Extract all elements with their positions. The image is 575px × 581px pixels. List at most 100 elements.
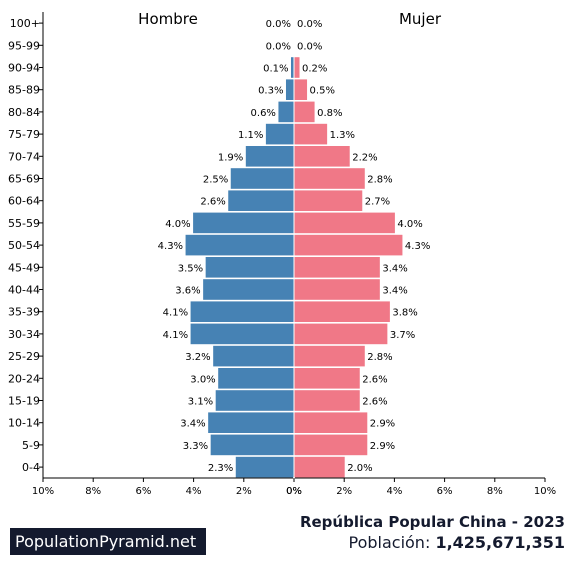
x-tick-label-right: 0% [286,486,302,497]
y-tick-label: 0-4 [22,461,40,474]
female-data-label: 0.2% [302,64,327,75]
male-bar [228,190,294,211]
x-tick-label-left: 0% [286,486,302,497]
male-bar [213,345,294,367]
female-bar [294,79,308,100]
y-tick-label: 95-99 [8,39,40,52]
male-bar [190,323,294,345]
y-tick-label: 5-9 [22,439,40,452]
female-data-label: 2.9% [370,441,395,452]
chart-title: República Popular China - 2023 [299,513,565,531]
female-data-label: 2.6% [362,374,387,385]
male-data-label: 0.6% [251,108,276,119]
male-bar [235,456,294,478]
male-bar [190,301,294,322]
male-bar [230,168,294,189]
y-tick-label: 70-74 [8,150,40,163]
male-bar [185,234,294,256]
female-bar [294,345,365,367]
female-data-label: 0.0% [297,19,322,30]
y-tick-label: 15-19 [8,395,40,408]
male-bar [215,390,294,411]
female-series-label: Mujer [399,10,442,28]
male-data-label: 2.6% [200,197,225,208]
female-bar [294,301,390,322]
y-tick-label: 25-29 [8,350,40,363]
male-data-label: 3.3% [183,441,208,452]
y-tick-label: 10-14 [8,417,40,430]
male-bar [265,123,294,145]
male-data-label: 4.1% [163,330,188,341]
male-bar [285,79,294,100]
male-data-label: 4.0% [165,219,190,230]
female-data-label: 2.8% [367,175,392,186]
female-bar [294,123,328,145]
male-bar [290,57,294,78]
female-data-label: 4.0% [397,219,422,230]
x-tick-label-left: 6% [135,486,151,497]
y-tick-label: 80-84 [8,106,40,119]
female-data-label: 2.7% [365,197,390,208]
male-bar [205,257,294,278]
male-data-label: 2.3% [208,463,233,474]
y-tick-label: 100+ [10,17,40,30]
x-tick-label-left: 2% [236,486,252,497]
male-data-label: 1.9% [218,152,243,163]
female-data-label: 0.0% [297,41,322,52]
male-data-label: 2.5% [203,175,228,186]
male-bar [193,212,294,234]
x-tick-label-right: 8% [487,486,503,497]
female-data-label: 2.8% [367,352,392,363]
female-data-label: 2.2% [352,152,377,163]
y-tick-label: 75-79 [8,128,40,141]
y-tick-label: 90-94 [8,62,40,75]
y-tick-label: 45-49 [8,261,40,274]
female-bar [294,390,360,411]
male-data-label: 3.4% [180,419,205,430]
male-data-label: 4.1% [163,308,188,319]
x-tick-label-right: 2% [336,486,352,497]
female-bar [294,456,345,478]
female-bar [294,368,360,389]
x-tick-label-right: 6% [437,486,453,497]
female-bar [294,212,395,234]
y-tick-label: 20-24 [8,372,40,385]
male-data-label: 3.1% [188,397,213,408]
female-data-label: 3.4% [382,263,407,274]
x-tick-label-left: 4% [186,486,202,497]
y-tick-label: 30-34 [8,328,40,341]
female-data-label: 3.4% [382,286,407,297]
y-tick-label: 85-89 [8,84,40,97]
female-bar [294,101,315,123]
female-bar [294,190,363,211]
female-data-label: 3.8% [392,308,417,319]
female-data-label: 4.3% [405,241,430,252]
y-tick-label: 40-44 [8,284,40,297]
female-bar [294,146,350,167]
male-series-label: Hombre [138,10,198,28]
female-bar [294,168,365,189]
population-value: 1,425,671,351 [435,533,565,552]
male-data-label: 0.0% [266,41,291,52]
y-tick-label: 50-54 [8,239,40,252]
female-bar [294,323,388,345]
y-tick-label: 55-59 [8,217,40,230]
brand-label[interactable]: PopulationPyramid.net [10,528,206,555]
female-data-label: 2.0% [347,463,372,474]
male-data-label: 3.2% [185,352,210,363]
female-data-label: 3.7% [390,330,415,341]
x-tick-label-left: 8% [85,486,101,497]
female-data-label: 1.3% [330,130,355,141]
x-tick-label-left: 10% [32,486,54,497]
male-bar [218,368,294,389]
male-data-label: 3.0% [190,374,215,385]
female-bar [294,434,368,456]
male-bar [203,279,294,300]
female-data-label: 0.8% [317,108,342,119]
female-bar [294,57,300,78]
population-pyramid-chart: 100+ 0.0% 0.0% 95-99 0.0% 0.0% 90-94 0.1% 0.2% 85… [8,10,556,497]
male-bar [208,412,294,433]
female-bar [294,234,403,256]
male-data-label: 4.3% [158,241,183,252]
y-tick-label: 65-69 [8,173,40,186]
